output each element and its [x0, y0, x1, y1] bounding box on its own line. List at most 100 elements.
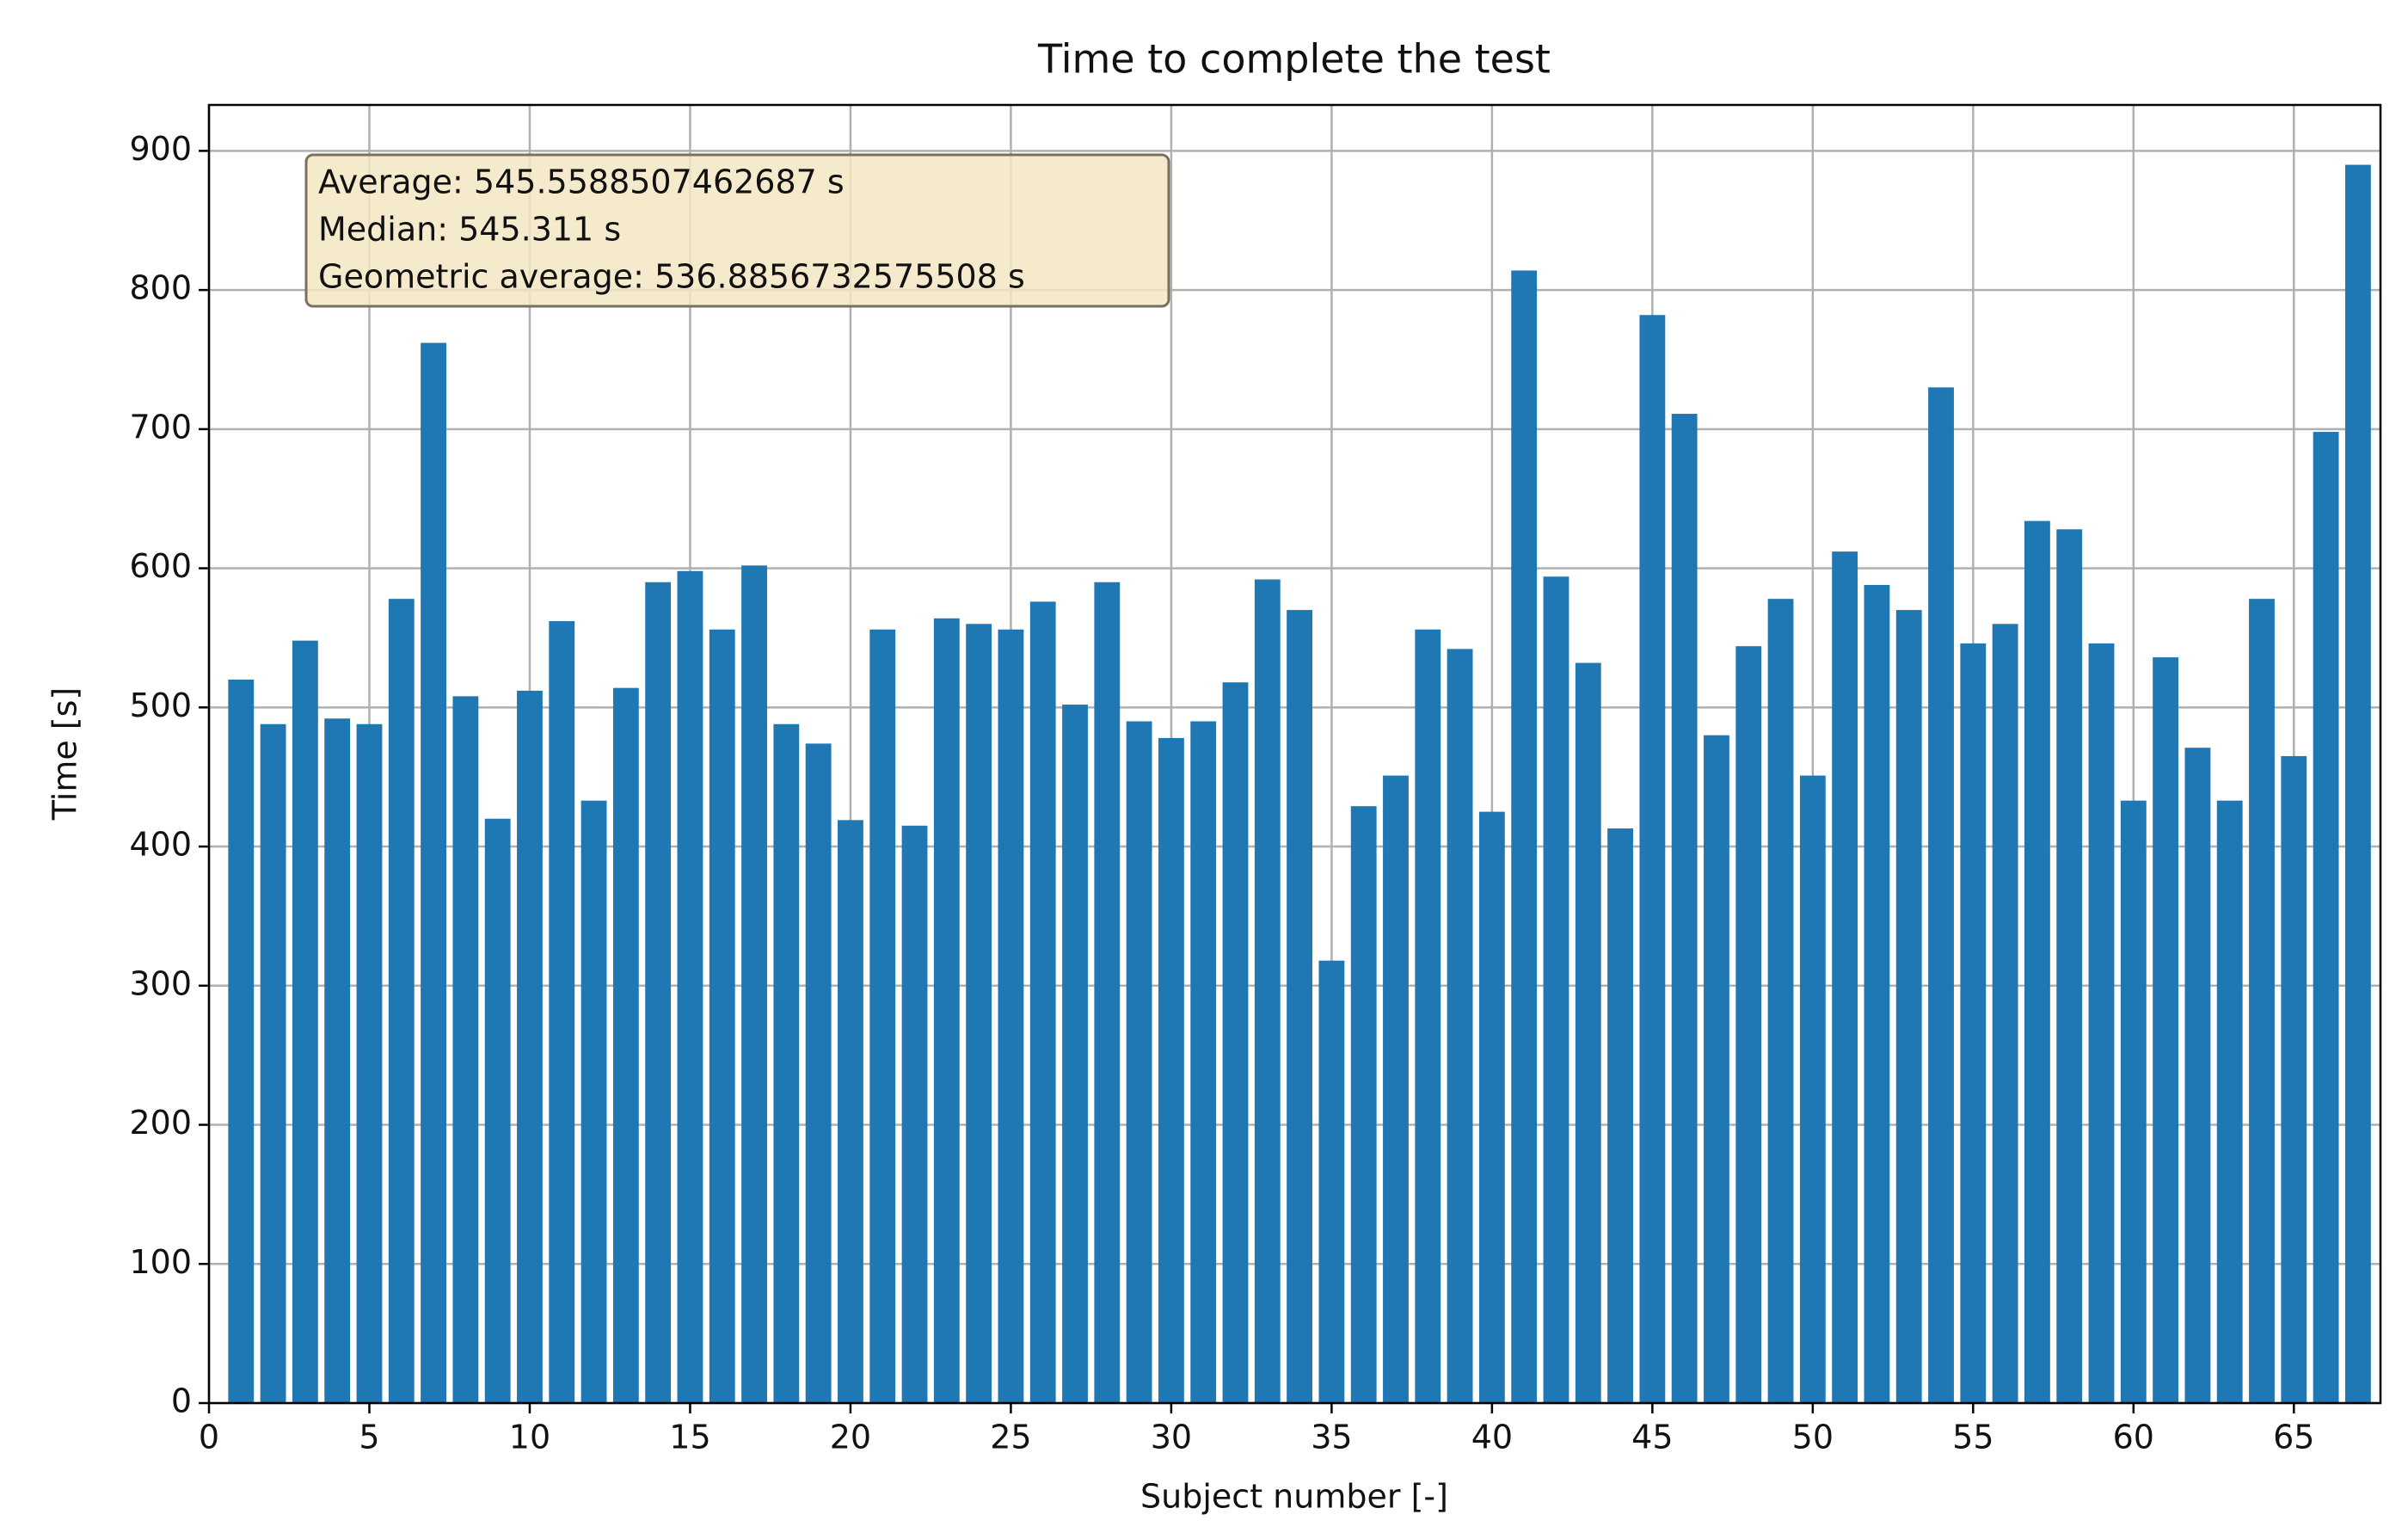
bar	[260, 723, 286, 1403]
bar	[452, 696, 479, 1403]
bar	[1928, 387, 1954, 1404]
bar	[484, 818, 511, 1403]
bar	[869, 629, 896, 1403]
y-tick-label: 0	[171, 1382, 192, 1420]
annotation-line: Median: 545.311 s	[318, 211, 621, 249]
bar	[966, 624, 992, 1403]
x-axis-label: Subject number [-]	[1140, 1478, 1448, 1516]
bar	[517, 690, 543, 1403]
x-tick-label: 35	[1311, 1419, 1352, 1456]
bar	[1383, 775, 1409, 1403]
x-tick-label: 15	[669, 1419, 710, 1456]
y-tick-label: 500	[129, 686, 192, 724]
x-tick-label: 5	[359, 1419, 379, 1456]
bar	[1158, 737, 1184, 1403]
bar	[2153, 657, 2179, 1403]
bar	[1447, 649, 1473, 1403]
bar	[2313, 432, 2339, 1404]
bar	[805, 743, 832, 1403]
y-tick-label: 200	[129, 1104, 192, 1142]
bar	[1318, 960, 1345, 1403]
bar	[2249, 599, 2275, 1403]
x-tick-label: 55	[1952, 1419, 1993, 1456]
bar	[1704, 735, 1729, 1403]
y-tick-label: 100	[129, 1243, 192, 1281]
bar	[1895, 610, 1922, 1403]
bar	[1607, 828, 1633, 1403]
x-tick-label: 65	[2273, 1419, 2314, 1456]
bar	[2024, 520, 2050, 1404]
y-tick-label: 300	[129, 964, 192, 1002]
bar	[1767, 599, 1794, 1403]
x-tick-label: 30	[1151, 1419, 1192, 1456]
y-tick-label: 800	[129, 269, 192, 307]
bar	[1415, 629, 1441, 1403]
x-tick-label: 60	[2113, 1419, 2154, 1456]
bar	[1287, 610, 1313, 1403]
bar	[838, 820, 863, 1403]
bar	[1190, 721, 1217, 1403]
bar	[1575, 662, 1601, 1403]
bar	[1062, 705, 1088, 1403]
bar	[1799, 775, 1826, 1403]
bar	[933, 618, 960, 1403]
y-tick-label: 700	[129, 408, 192, 446]
bar	[1254, 579, 1281, 1403]
y-tick-label: 900	[129, 130, 192, 168]
bar	[645, 582, 672, 1403]
bar	[612, 687, 639, 1403]
bar	[2184, 748, 2211, 1403]
bar	[773, 723, 800, 1403]
y-axis-label: Time [s]	[46, 687, 84, 822]
annotation-line: Average: 545.5588507462687 s	[318, 163, 845, 201]
bar	[1864, 584, 1890, 1403]
chart-title: Time to complete the test	[1037, 36, 1551, 83]
bar	[1671, 414, 1698, 1403]
bar	[1992, 624, 2018, 1403]
bar	[1029, 601, 1056, 1403]
bar	[677, 570, 703, 1403]
bar	[1094, 582, 1121, 1403]
plot-frame	[207, 103, 2382, 1405]
bar	[709, 629, 735, 1403]
bar	[1735, 646, 1762, 1403]
bar	[2088, 643, 2115, 1403]
bar	[1478, 811, 1505, 1403]
bar	[2216, 800, 2243, 1403]
bar	[324, 718, 351, 1403]
bar	[1222, 682, 1249, 1403]
bar	[421, 342, 446, 1404]
x-tick-label: 45	[1631, 1419, 1673, 1456]
bar	[388, 599, 415, 1403]
bar	[1832, 551, 1858, 1403]
bar	[549, 621, 575, 1403]
bar	[2281, 755, 2307, 1403]
bar	[2120, 800, 2147, 1403]
bar	[580, 800, 607, 1403]
bar	[901, 825, 928, 1403]
annotation-background	[304, 153, 1170, 308]
y-tick-label: 400	[129, 826, 192, 864]
bar	[1543, 576, 1570, 1403]
bar	[1639, 315, 1666, 1403]
bar	[2344, 164, 2371, 1403]
x-tick-label: 0	[199, 1419, 219, 1456]
x-tick-label: 10	[509, 1419, 550, 1456]
x-tick-label: 50	[1792, 1419, 1834, 1456]
bar	[292, 640, 318, 1403]
bar	[2056, 529, 2083, 1403]
bar	[1511, 270, 1538, 1403]
y-tick-label: 600	[129, 547, 192, 585]
annotation-line: Geometric average: 536.8856732575508 s	[318, 258, 1025, 296]
x-tick-label: 25	[990, 1419, 1031, 1456]
x-tick-label: 20	[830, 1419, 871, 1456]
bar	[1960, 643, 1987, 1403]
bar	[1126, 721, 1152, 1403]
bar	[741, 565, 767, 1403]
bar	[228, 679, 255, 1403]
annotation-box: Average: 545.5588507462687 s Median: 545.…	[304, 153, 1170, 308]
bar	[1350, 806, 1377, 1403]
x-tick-label: 40	[1471, 1419, 1513, 1456]
bar	[998, 629, 1024, 1403]
